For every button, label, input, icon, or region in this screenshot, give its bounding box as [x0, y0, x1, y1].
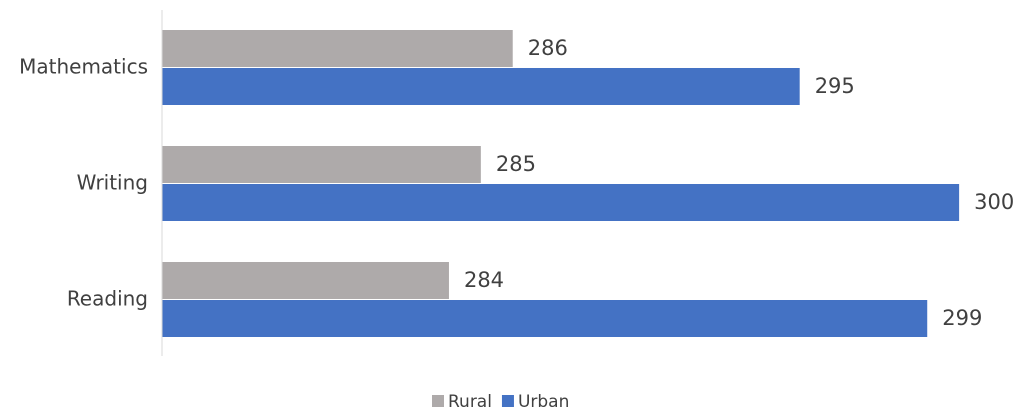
data-label: 285	[496, 152, 536, 176]
legend-swatch	[432, 395, 444, 407]
data-label: 284	[464, 268, 504, 292]
y-tick-label: Mathematics	[19, 55, 148, 79]
data-label: 300	[974, 190, 1014, 214]
legend-label: Urban	[518, 392, 569, 412]
data-label: 295	[815, 74, 855, 98]
bar	[162, 300, 928, 337]
data-label: 299	[942, 306, 982, 330]
y-tick-label: Writing	[77, 171, 148, 195]
y-tick-label: Reading	[67, 287, 148, 311]
legend-label: Rural	[448, 392, 492, 412]
bar	[162, 262, 449, 299]
bar	[162, 146, 481, 183]
data-label: 286	[528, 36, 568, 60]
bar	[162, 30, 513, 67]
bar	[162, 68, 800, 105]
legend-swatch	[501, 395, 514, 407]
bar	[162, 184, 960, 221]
